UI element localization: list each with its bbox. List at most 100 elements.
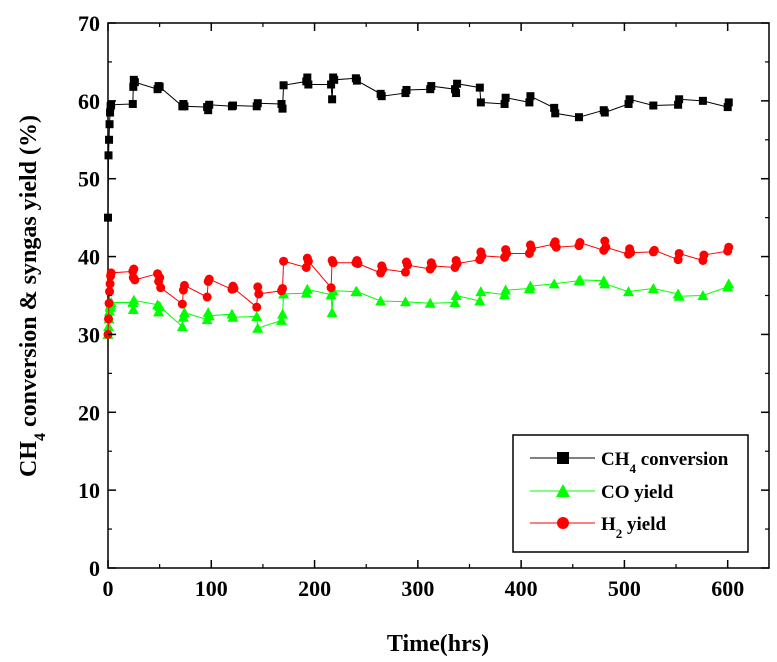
point-ch4-conversion: [501, 93, 510, 102]
point-ch4-conversion: [675, 95, 684, 104]
point-ch4-conversion: [427, 82, 436, 91]
point-ch4-conversion: [600, 108, 609, 117]
point-ch4-conversion: [279, 81, 288, 90]
point-ch4-conversion: [107, 100, 116, 109]
point-co-yield: [449, 297, 461, 308]
point-h2-yield: [724, 242, 734, 252]
point-co-yield: [574, 274, 586, 285]
point-ch4-conversion: [453, 79, 462, 88]
point-ch4-conversion: [228, 101, 237, 110]
point-ch4-conversion: [128, 99, 137, 108]
point-h2-yield: [278, 283, 288, 293]
point-h2-yield: [104, 314, 114, 324]
point-co-yield: [154, 300, 166, 311]
axes-layer: 0 100 200 300 400 500 600 0 10 20 30 40 50 60 70: [78, 11, 769, 601]
point-ch4-conversion: [476, 98, 485, 107]
point-co-yield: [178, 307, 190, 318]
point-h2-yield: [129, 264, 139, 274]
point-ch4-conversion: [205, 100, 214, 109]
point-co-yield: [176, 321, 188, 332]
y-tick-label: 30: [78, 322, 100, 347]
point-ch4-conversion: [129, 82, 138, 91]
x-tick-label: 200: [298, 576, 331, 601]
point-h2-yield: [699, 250, 709, 260]
point-h2-yield: [526, 244, 536, 254]
point-h2-yield: [253, 282, 263, 292]
point-co-yield: [723, 278, 735, 289]
point-co-yield: [697, 290, 709, 300]
point-h2-yield: [400, 267, 410, 277]
legend-label-co: CO yield: [601, 482, 674, 503]
point-h2-yield: [156, 283, 166, 293]
point-h2-yield: [155, 273, 165, 283]
point-ch4-conversion: [698, 96, 707, 105]
point-ch4-conversion: [352, 76, 361, 85]
point-ch4-conversion: [106, 108, 115, 117]
legend: CH4 conversion CO yield H2 yield: [512, 434, 749, 553]
point-co-yield: [351, 286, 363, 297]
y-axis-title: CH4 conversion & syngas yield (%): [16, 115, 49, 477]
point-co-yield: [599, 278, 611, 289]
x-axis-title: Time(hrs): [387, 631, 489, 657]
point-ch4-conversion: [303, 73, 312, 82]
point-h2-yield: [353, 259, 363, 269]
point-h2-yield: [202, 292, 212, 302]
point-ch4-conversion: [723, 103, 732, 112]
legend-item-ch4-conversion: CH4 conversion: [530, 449, 729, 476]
point-ch4-conversion: [452, 89, 461, 98]
point-co-yield: [203, 310, 215, 321]
x-tick-label: 500: [608, 576, 641, 601]
point-h2-yield: [626, 248, 636, 258]
point-ch4-conversion: [330, 75, 339, 84]
y-tick-label: 70: [78, 11, 100, 36]
point-ch4-conversion: [526, 92, 535, 101]
point-ch4-conversion: [278, 104, 287, 113]
x-tick-label: 100: [195, 576, 228, 601]
point-ch4-conversion: [649, 101, 658, 110]
point-h2-yield: [328, 258, 338, 268]
point-co-yield: [475, 286, 487, 297]
point-co-yield: [673, 290, 685, 301]
point-ch4-conversion: [500, 99, 509, 108]
data-layer: [102, 73, 735, 339]
point-h2-yield: [674, 248, 684, 258]
point-ch4-conversion: [130, 78, 139, 87]
point-co-yield: [524, 280, 536, 291]
point-h2-yield: [378, 264, 388, 274]
point-ch4-conversion: [475, 83, 484, 92]
point-co-yield: [326, 307, 338, 318]
point-ch4-conversion: [550, 103, 559, 112]
point-co-yield: [227, 311, 239, 322]
point-co-yield: [301, 283, 313, 294]
legend-item-co-yield: CO yield: [530, 482, 674, 503]
y-tick-label: 20: [78, 400, 100, 425]
point-co-yield: [548, 278, 560, 289]
point-co-yield: [153, 306, 165, 317]
point-h2-yield: [502, 248, 512, 258]
point-h2-yield: [326, 283, 336, 293]
point-h2-yield: [130, 275, 140, 285]
point-ch4-conversion: [204, 106, 213, 115]
legend-marker-co: [556, 484, 570, 497]
point-co-yield: [500, 284, 512, 295]
point-co-yield: [251, 311, 263, 322]
point-ch4-conversion: [551, 109, 560, 118]
point-co-yield: [623, 286, 635, 297]
point-ch4-conversion: [328, 95, 337, 104]
point-ch4-conversion: [304, 80, 313, 89]
point-co-yield: [127, 304, 139, 315]
point-co-yield: [450, 290, 462, 300]
point-ch4-conversion: [724, 98, 733, 107]
point-h2-yield: [229, 283, 239, 293]
point-h2-yield: [427, 261, 437, 271]
x-tick-label: 400: [505, 576, 538, 601]
y-tick-label: 60: [78, 89, 100, 114]
point-ch4-conversion: [277, 99, 286, 108]
point-h2-yield: [279, 256, 289, 266]
point-h2-yield: [601, 242, 611, 252]
point-ch4-conversion: [574, 113, 583, 122]
x-tick-label: 600: [711, 576, 744, 601]
point-h2-yield: [575, 238, 585, 248]
point-co-yield: [277, 308, 289, 319]
